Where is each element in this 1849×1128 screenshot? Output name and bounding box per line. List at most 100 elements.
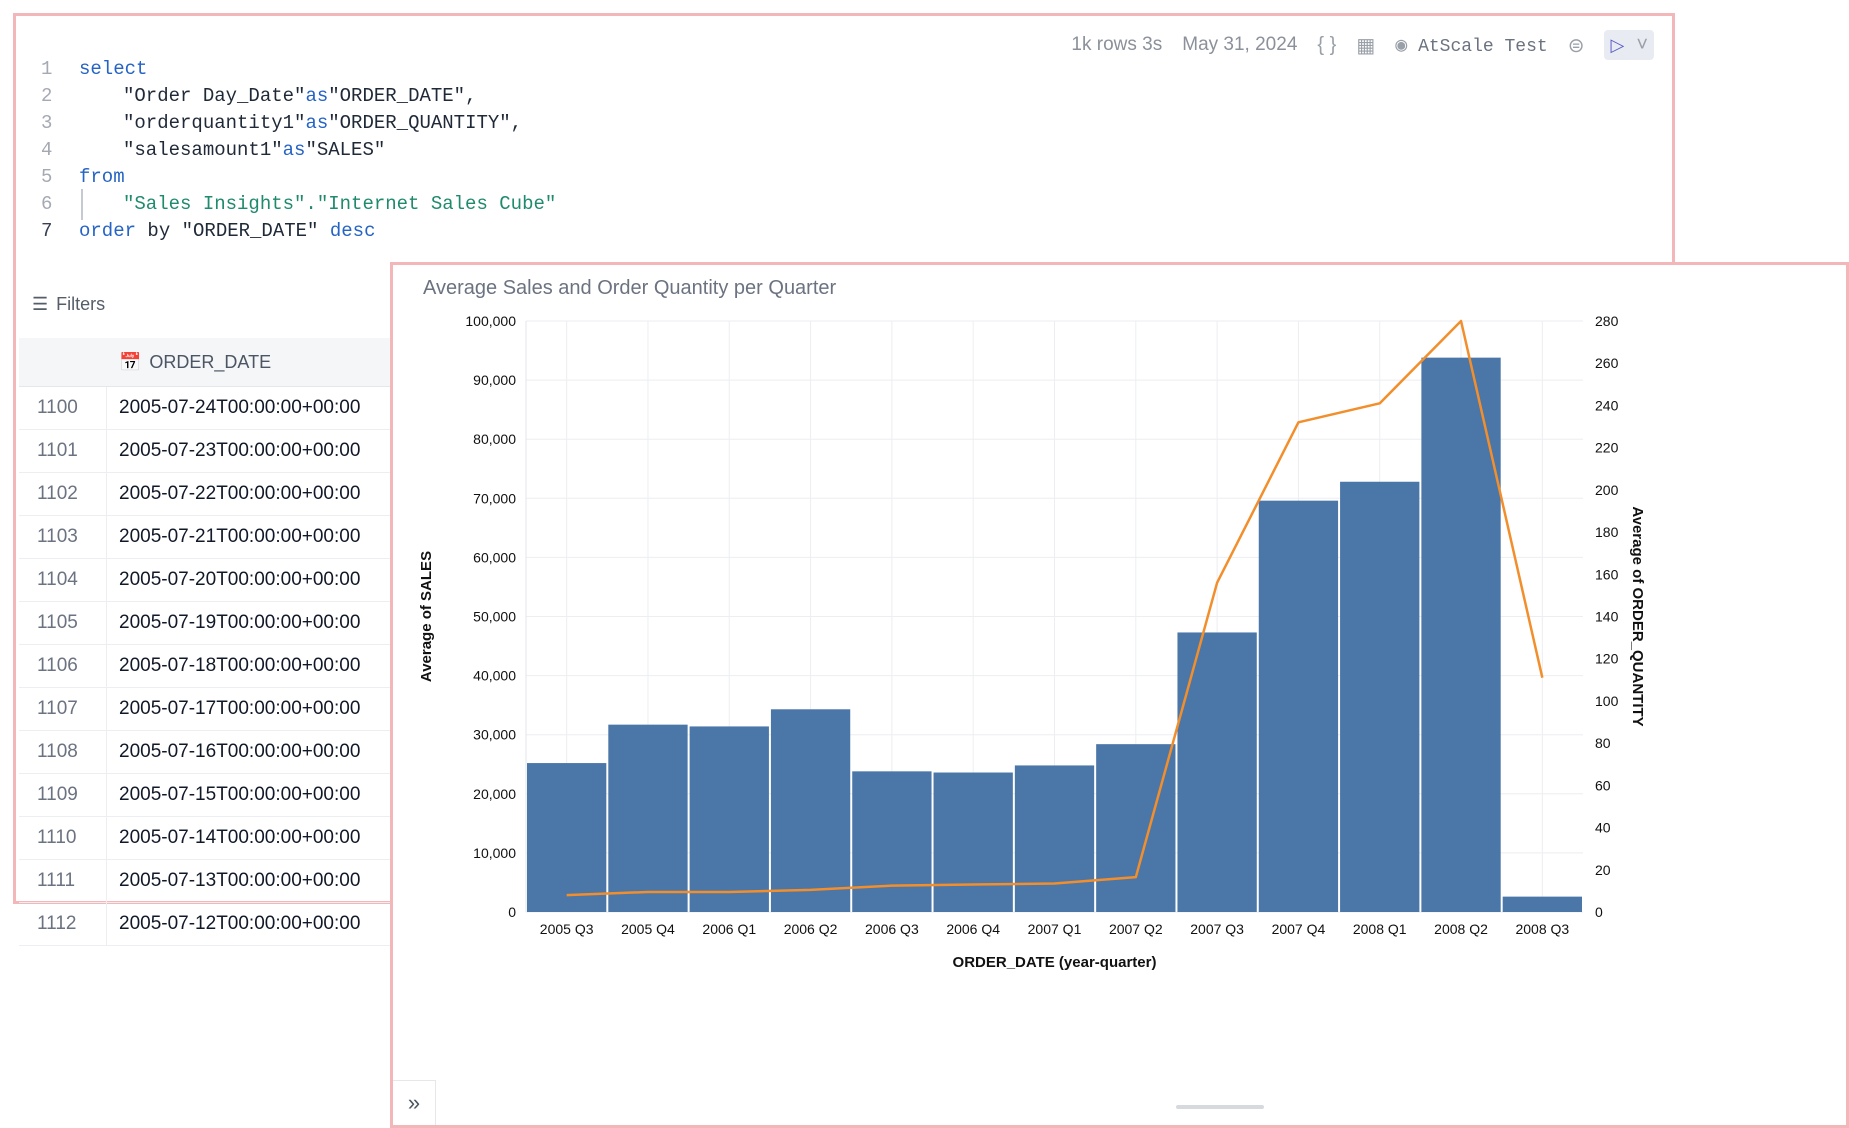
order-date-cell: 2005-07-24T00:00:00+00:00 xyxy=(119,397,361,418)
y2-tick-label: 140 xyxy=(1595,609,1619,625)
sql-editor[interactable]: 1 select 2 "Order Day_Date" as "ORDER_DATE… xyxy=(26,56,556,245)
bar xyxy=(608,724,688,912)
x-tick-label: 2006 Q4 xyxy=(946,921,1000,937)
y2-axis-label: Average of ORDER_QUANTITY xyxy=(1629,506,1646,726)
order-date-cell: 2005-07-22T00:00:00+00:00 xyxy=(119,483,361,504)
row-number: 1105 xyxy=(19,602,107,644)
y2-tick-label: 0 xyxy=(1595,904,1603,920)
x-tick-label: 2006 Q2 xyxy=(784,921,838,937)
y2-tick-label: 100 xyxy=(1595,693,1619,709)
bar xyxy=(1258,500,1339,912)
double-chevron-right-icon: » xyxy=(407,1090,421,1115)
row-number: 1102 xyxy=(19,473,107,515)
row-number: 1112 xyxy=(19,903,107,945)
y2-tick-label: 240 xyxy=(1595,397,1619,413)
x-tick-label: 2007 Q1 xyxy=(1028,921,1082,937)
row-number: 1109 xyxy=(19,774,107,816)
filters-button[interactable]: ☰ Filters xyxy=(32,294,106,314)
line-number: 5 xyxy=(41,166,53,188)
y-tick-label: 70,000 xyxy=(473,490,516,506)
order-date-cell: 2005-07-12T00:00:00+00:00 xyxy=(119,913,361,934)
line-number: 2 xyxy=(41,85,53,107)
order-date-cell: 2005-07-18T00:00:00+00:00 xyxy=(119,655,361,676)
x-tick-label: 2007 Q2 xyxy=(1109,921,1163,937)
expand-button[interactable]: » xyxy=(393,1080,436,1125)
y2-tick-label: 180 xyxy=(1595,524,1619,540)
bar xyxy=(1340,481,1420,912)
chevron-down-icon[interactable]: ˅ xyxy=(1636,33,1648,56)
line-number: 1 xyxy=(41,58,53,80)
x-tick-label: 2005 Q3 xyxy=(540,921,594,937)
table-row[interactable]: 1108 2005-07-16T00:00:00+00:00 xyxy=(19,731,399,774)
y-axis-label: Average of SALES xyxy=(418,551,435,682)
row-number: 1100 xyxy=(19,387,107,429)
results-table: 📅 ORDER_DATE 1100 2005-07-24T00:00:00+00:… xyxy=(19,338,399,946)
y-tick-label: 50,000 xyxy=(473,609,516,625)
table-row[interactable]: 1112 2005-07-12T00:00:00+00:00 xyxy=(19,903,399,946)
keyword: select xyxy=(79,58,148,80)
series-line xyxy=(566,319,1544,897)
row-number: 1104 xyxy=(19,559,107,601)
table-row[interactable]: 1101 2005-07-23T00:00:00+00:00 xyxy=(19,430,399,473)
table-row[interactable]: 1105 2005-07-19T00:00:00+00:00 xyxy=(19,602,399,645)
bar xyxy=(527,763,607,912)
table-row[interactable]: 1103 2005-07-21T00:00:00+00:00 xyxy=(19,516,399,559)
database-icon: ◉ xyxy=(1395,35,1408,58)
y2-tick-label: 60 xyxy=(1595,777,1611,793)
order-date-cell: 2005-07-13T00:00:00+00:00 xyxy=(119,870,361,891)
filter-icon: ☰ xyxy=(32,294,49,314)
braces-icon[interactable]: { } xyxy=(1317,33,1337,56)
chart-cell: Average Sales and Order Quantity per Qua… xyxy=(390,262,1849,1128)
table-header: 📅 ORDER_DATE xyxy=(19,338,399,387)
y-tick-label: 60,000 xyxy=(473,549,516,565)
order-date-cell: 2005-07-17T00:00:00+00:00 xyxy=(119,698,361,719)
bar xyxy=(1177,632,1257,912)
x-tick-label: 2007 Q4 xyxy=(1272,921,1326,937)
y-tick-label: 10,000 xyxy=(473,845,516,861)
cell-toolbar: 1k rows 3s May 31, 2024 { } ▦ ◉ AtScale … xyxy=(1071,21,1654,69)
y2-tick-label: 120 xyxy=(1595,651,1619,667)
calendar-icon: 📅 xyxy=(119,351,142,372)
connection-selector[interactable]: ◉ AtScale Test xyxy=(1395,35,1548,58)
x-tick-label: 2007 Q3 xyxy=(1190,921,1244,937)
bar xyxy=(852,771,932,912)
column-header-order-date[interactable]: 📅 ORDER_DATE xyxy=(119,351,272,372)
bar xyxy=(1421,357,1501,913)
table-row[interactable]: 1111 2005-07-13T00:00:00+00:00 xyxy=(19,860,399,903)
x-tick-label: 2008 Q3 xyxy=(1515,921,1569,937)
table-row[interactable]: 1110 2005-07-14T00:00:00+00:00 xyxy=(19,817,399,860)
bar xyxy=(1014,765,1095,912)
line-number: 4 xyxy=(41,139,53,161)
table-row[interactable]: 1100 2005-07-24T00:00:00+00:00 xyxy=(19,387,399,430)
row-number: 1111 xyxy=(19,860,107,902)
row-number: 1107 xyxy=(19,688,107,730)
run-icon[interactable]: ▷ xyxy=(1610,34,1625,55)
table-row[interactable]: 1102 2005-07-22T00:00:00+00:00 xyxy=(19,473,399,516)
order-date-cell: 2005-07-14T00:00:00+00:00 xyxy=(119,827,361,848)
run-button-group[interactable]: ▷ ˅ xyxy=(1604,30,1654,60)
y2-tick-label: 20 xyxy=(1595,862,1611,878)
order-date-cell: 2005-07-20T00:00:00+00:00 xyxy=(119,569,361,590)
bar xyxy=(689,726,769,912)
table-row[interactable]: 1104 2005-07-20T00:00:00+00:00 xyxy=(19,559,399,602)
cache-icon[interactable]: ⊜ xyxy=(1567,34,1585,57)
chart-title: Average Sales and Order Quantity per Qua… xyxy=(423,277,837,299)
y-tick-label: 100,000 xyxy=(465,313,516,329)
line-number: 7 xyxy=(41,220,53,242)
y2-tick-label: 40 xyxy=(1595,820,1611,836)
table-icon[interactable]: ▦ xyxy=(1356,34,1376,57)
x-tick-label: 2008 Q1 xyxy=(1353,921,1407,937)
x-tick-label: 2008 Q2 xyxy=(1434,921,1488,937)
line-number: 6 xyxy=(41,193,53,215)
row-number: 1103 xyxy=(19,516,107,558)
order-date-cell: 2005-07-15T00:00:00+00:00 xyxy=(119,784,361,805)
y-tick-label: 90,000 xyxy=(473,372,516,388)
table-row[interactable]: 1106 2005-07-18T00:00:00+00:00 xyxy=(19,645,399,688)
row-number: 1110 xyxy=(19,817,107,859)
table-row[interactable]: 1109 2005-07-15T00:00:00+00:00 xyxy=(19,774,399,817)
row-count: 1k rows 3s xyxy=(1071,34,1163,55)
scroll-indicator[interactable] xyxy=(1176,1105,1264,1109)
order-date-cell: 2005-07-16T00:00:00+00:00 xyxy=(119,741,361,762)
table-row[interactable]: 1107 2005-07-17T00:00:00+00:00 xyxy=(19,688,399,731)
x-tick-label: 2006 Q1 xyxy=(702,921,756,937)
